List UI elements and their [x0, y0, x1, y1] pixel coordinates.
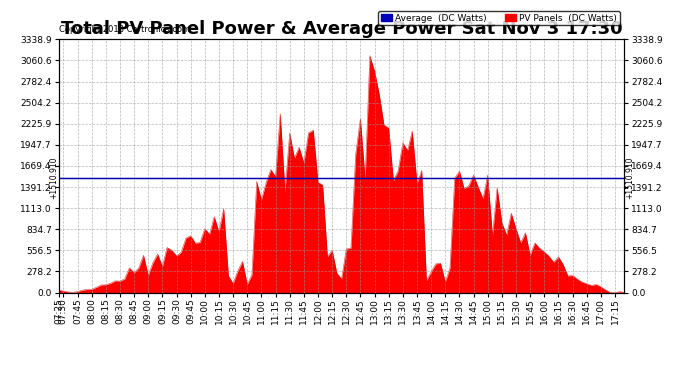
- Text: +1510.910: +1510.910: [49, 157, 58, 199]
- Text: Copyright 2018 Cartronics.com: Copyright 2018 Cartronics.com: [59, 26, 190, 34]
- Legend: Average  (DC Watts), PV Panels  (DC Watts): Average (DC Watts), PV Panels (DC Watts): [378, 11, 620, 26]
- Title: Total PV Panel Power & Average Power Sat Nov 3 17:30: Total PV Panel Power & Average Power Sat…: [61, 20, 622, 38]
- Text: +1510.910: +1510.910: [625, 157, 634, 199]
